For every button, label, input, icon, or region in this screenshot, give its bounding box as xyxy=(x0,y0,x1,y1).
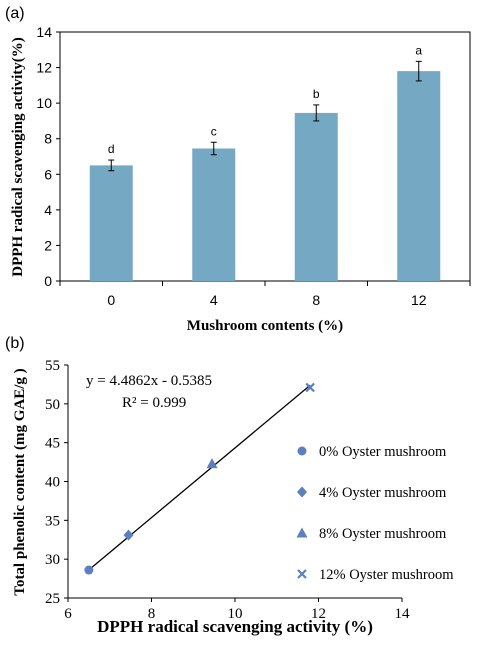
legend-entry: 4% Oyster mushroom xyxy=(319,485,447,501)
y-tick-label: 30 xyxy=(45,552,60,568)
panel-b-trendline xyxy=(88,384,311,571)
panel-b-x-axis: 6 8 10 12 14 xyxy=(64,598,410,622)
y-tick-label: 10 xyxy=(36,95,52,111)
y-tick-label: 2 xyxy=(44,237,52,253)
panel-b-y-label: Total phenolic content (mg GAE/g ) xyxy=(12,368,28,595)
legend-entry: 8% Oyster mushroom xyxy=(319,526,447,542)
x-tick-label: 10 xyxy=(228,606,243,622)
y-tick-label: 4 xyxy=(44,202,52,218)
bar xyxy=(294,112,338,281)
x-tick-label: 6 xyxy=(64,606,72,622)
y-tick-label: 6 xyxy=(44,166,52,182)
data-point xyxy=(84,565,94,575)
panel-a-bars: d c b a xyxy=(89,43,441,281)
x-tick-label: 0 xyxy=(107,292,115,308)
y-tick-label: 55 xyxy=(45,358,60,374)
data-point xyxy=(206,458,218,469)
panel-a-y-label: DPPH radical scavenging activity(%) xyxy=(10,37,26,277)
y-tick-label: 35 xyxy=(45,513,60,529)
data-point xyxy=(305,382,315,393)
legend-entry: 0% Oyster mushroom xyxy=(319,444,447,460)
bar xyxy=(192,148,236,281)
y-tick-label: 0 xyxy=(44,273,52,289)
panel-a-label: (a) xyxy=(5,5,25,22)
x-tick-label: 12 xyxy=(311,606,326,622)
y-tick-label: 40 xyxy=(45,475,60,491)
y-tick-label: 45 xyxy=(45,436,60,452)
bar xyxy=(397,71,441,281)
legend-marker xyxy=(297,569,307,579)
panel-b-equation: y = 4.4862x - 0.5385 xyxy=(86,373,212,389)
panel-b-r2: R² = 0.999 xyxy=(122,395,186,411)
panel-b: (b) 25 30 35 40 45 50 55 6 8 10 12 14 y = 4.4862x … xyxy=(5,335,454,636)
y-tick-label: 25 xyxy=(45,591,60,607)
significance-letter: c xyxy=(211,124,217,138)
panel-b-points xyxy=(84,382,315,575)
panel-a-y-axis: 0 2 4 6 8 10 12 14 xyxy=(36,24,60,289)
panel-b-legend: 0% Oyster mushroom 4% Oyster mushroom 8% O… xyxy=(296,444,454,583)
significance-letter: b xyxy=(313,87,320,101)
panel-a-x-axis: 0 4 8 12 xyxy=(59,281,471,308)
panel-b-label: (b) xyxy=(5,335,25,352)
significance-letter: a xyxy=(415,43,422,57)
panel-b-x-label: DPPH radical scavenging activity (%) xyxy=(97,617,373,636)
panel-a: (a) 0 2 4 6 8 10 12 14 d c b a 0 4 8 12 Mushroom cont… xyxy=(5,5,471,334)
legend-marker xyxy=(296,527,308,538)
y-tick-label: 12 xyxy=(36,60,52,76)
legend-entry: 12% Oyster mushroom xyxy=(319,567,454,583)
panel-b-y-axis: 25 30 35 40 45 50 55 xyxy=(45,358,68,607)
y-tick-label: 8 xyxy=(44,131,52,147)
x-tick-label: 4 xyxy=(210,292,218,308)
x-tick-label: 12 xyxy=(411,292,427,308)
data-point xyxy=(123,529,134,541)
significance-letter: d xyxy=(108,142,115,156)
bar xyxy=(89,165,133,281)
x-tick-label: 14 xyxy=(395,606,411,622)
legend-marker xyxy=(297,446,307,456)
legend-marker xyxy=(297,486,307,498)
y-tick-label: 14 xyxy=(36,24,52,40)
panel-a-x-label: Mushroom contents (%) xyxy=(187,318,343,334)
y-tick-label: 50 xyxy=(45,397,60,413)
x-tick-label: 8 xyxy=(148,606,156,622)
x-tick-label: 8 xyxy=(312,292,320,308)
